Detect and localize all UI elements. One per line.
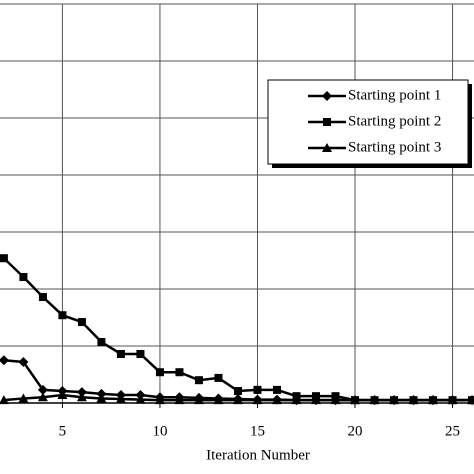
marker [447, 395, 458, 405]
marker [322, 143, 332, 152]
series-line [3, 257, 473, 402]
marker [0, 254, 8, 263]
marker [135, 394, 146, 404]
marker [322, 91, 332, 101]
marker [389, 395, 400, 405]
marker [37, 392, 48, 402]
marker [18, 393, 29, 403]
x-tick-label: 5 [59, 423, 67, 439]
marker [18, 356, 29, 367]
marker [252, 395, 263, 405]
marker [323, 118, 331, 126]
marker [155, 368, 164, 377]
marker [232, 395, 243, 405]
marker [194, 376, 203, 385]
marker [58, 311, 67, 320]
marker [291, 395, 302, 405]
marker [38, 292, 47, 301]
marker [76, 387, 87, 398]
marker [116, 349, 125, 358]
legend-label: Starting point 3 [348, 139, 441, 155]
x-tick-label: 20 [348, 423, 363, 439]
marker [467, 395, 474, 405]
marker [193, 395, 204, 405]
marker [271, 395, 282, 405]
marker [369, 395, 380, 405]
marker [213, 395, 224, 405]
marker [96, 393, 107, 403]
marker [330, 395, 341, 405]
legend-label: Starting point 2 [348, 113, 441, 129]
marker [350, 395, 361, 405]
marker [76, 392, 87, 402]
marker [0, 395, 9, 405]
marker [272, 385, 281, 394]
marker [175, 368, 184, 377]
marker [97, 338, 106, 347]
legend-box [267, 79, 469, 165]
marker [19, 273, 28, 282]
x-tick-label: 10 [152, 423, 167, 439]
marker [311, 395, 321, 405]
marker [154, 395, 165, 405]
marker [136, 349, 145, 358]
marker [408, 395, 419, 405]
marker [174, 395, 185, 405]
marker [0, 355, 9, 366]
marker [253, 385, 262, 394]
marker [214, 373, 223, 382]
marker [37, 384, 48, 395]
x-tick-label: 15 [250, 423, 265, 439]
legend-label: Starting point 1 [348, 87, 441, 103]
x-tick-label: 25 [445, 423, 460, 439]
marker [233, 387, 242, 396]
x-axis-label: Iteration Number [206, 447, 310, 463]
marker [77, 318, 86, 327]
marker [57, 390, 68, 400]
marker [115, 394, 126, 404]
marker [428, 395, 439, 405]
